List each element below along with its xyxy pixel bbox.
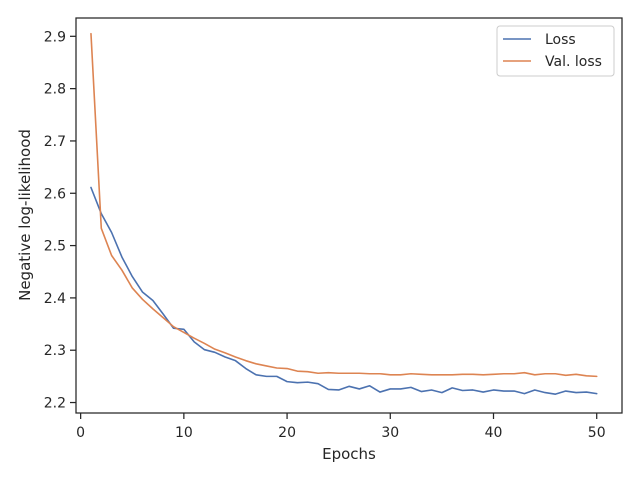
series-layer [90,32,598,395]
y-tick-label: 2.6 [44,186,66,202]
x-tick-label: 10 [175,425,193,441]
axes [75,17,623,414]
x-tick-label: 0 [76,425,85,441]
legend-label-val-loss: Val. loss [545,54,602,70]
y-tick-label: 2.5 [44,239,66,255]
y-axis-label: Negative log-likelihood [16,129,34,301]
x-tick-label: 50 [588,425,606,441]
x-tick-label: 20 [278,425,296,441]
axes-frame [75,17,623,414]
y-tick-label: 2.9 [44,29,66,45]
y-tick-label: 2.8 [44,82,66,98]
legend-label-loss: Loss [545,32,576,48]
y-tick-label: 2.7 [44,134,66,150]
x-tick-label: 40 [485,425,503,441]
series-line-val-loss [90,32,598,378]
ticks: 0 10 20 30 40 50 2.2 2.3 2.4 2.5 2.6 2.7 2.8 2.9 [44,29,606,441]
y-tick-label: 2.4 [44,291,66,307]
legend: Loss Val. loss [496,25,615,77]
x-tick-label: 30 [381,425,399,441]
x-axis-label: Epochs [322,445,376,463]
y-tick-label: 2.3 [44,343,66,359]
y-tick-label: 2.2 [44,396,66,412]
